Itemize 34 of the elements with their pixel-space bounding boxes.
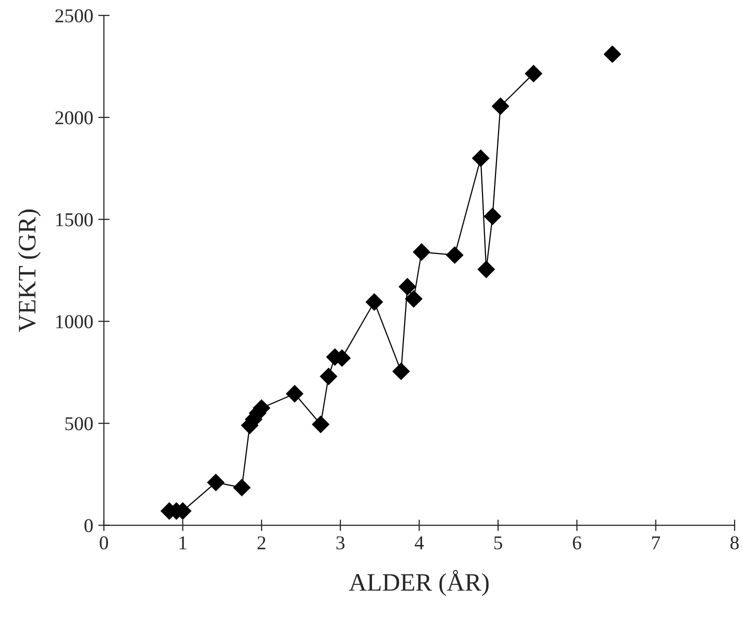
point: [604, 46, 621, 63]
point: [492, 98, 509, 115]
point: [286, 385, 304, 402]
point: [207, 474, 224, 492]
x-tick-label: 8: [730, 536, 739, 550]
x-tick-label: 2: [258, 536, 266, 550]
point: [392, 362, 410, 380]
y-tick-label: 0: [84, 519, 93, 532]
point: [484, 208, 502, 225]
point: [320, 368, 338, 385]
y-tick-label: 2500: [55, 9, 93, 22]
point: [312, 416, 330, 433]
point: [478, 260, 495, 278]
y-axis-title: VEKT (GR): [18, 210, 41, 332]
x-tick-label: 4: [414, 536, 424, 550]
y-tick-label: 1500: [56, 213, 93, 226]
point: [524, 65, 542, 82]
x-tick-label: 7: [652, 536, 660, 550]
point: [446, 246, 464, 264]
x-tick-label: 3: [336, 536, 344, 550]
point: [472, 150, 490, 167]
point: [413, 243, 430, 261]
point: [405, 290, 422, 308]
y-tick-label: 1000: [56, 315, 93, 328]
point: [398, 278, 416, 296]
y-tick-label: 500: [65, 417, 93, 430]
x-axis-title: ALDER (ÅR): [349, 570, 489, 596]
x-tick-label: 0: [100, 536, 108, 550]
point: [233, 479, 250, 496]
x-tick-label: 5: [494, 536, 502, 550]
x-tick-label: 6: [572, 536, 582, 550]
x-tick-label: 1: [180, 536, 186, 550]
y-tick-label: 2000: [55, 111, 93, 124]
point: [366, 293, 383, 311]
